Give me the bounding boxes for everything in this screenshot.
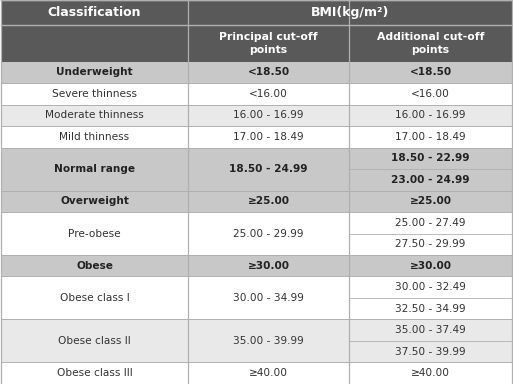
Bar — [349, 190, 511, 212]
Text: Pre-obese: Pre-obese — [68, 228, 121, 238]
Bar — [349, 104, 511, 126]
Text: Obese: Obese — [76, 261, 113, 271]
Text: Normal range: Normal range — [54, 164, 135, 174]
Text: Principal cut-off
points: Principal cut-off points — [219, 32, 318, 55]
Text: <18.50: <18.50 — [409, 67, 451, 77]
Bar — [188, 255, 349, 276]
Bar — [188, 212, 349, 255]
Bar — [2, 276, 188, 319]
Bar — [349, 61, 511, 83]
Text: 17.00 - 18.49: 17.00 - 18.49 — [395, 132, 466, 142]
Bar — [348, 0, 350, 25]
Bar — [349, 212, 511, 233]
Bar — [2, 190, 188, 212]
Bar — [349, 298, 511, 319]
Bar — [349, 147, 511, 169]
Text: Moderate thinness: Moderate thinness — [45, 110, 144, 120]
Bar — [2, 83, 188, 104]
Bar — [349, 319, 511, 341]
Text: 30.00 - 32.49: 30.00 - 32.49 — [395, 282, 466, 292]
Text: 30.00 - 34.99: 30.00 - 34.99 — [233, 293, 304, 303]
Text: Obese class III: Obese class III — [56, 368, 132, 378]
Text: 18.50 - 24.99: 18.50 - 24.99 — [229, 164, 308, 174]
Bar — [2, 0, 188, 25]
Text: ≥30.00: ≥30.00 — [247, 261, 289, 271]
Bar — [349, 25, 511, 61]
Bar — [187, 0, 189, 25]
Bar — [188, 83, 349, 104]
Bar — [349, 255, 511, 276]
Text: 23.00 - 24.99: 23.00 - 24.99 — [391, 175, 470, 185]
Text: Underweight: Underweight — [56, 67, 133, 77]
Bar — [188, 25, 349, 61]
Bar — [2, 25, 188, 61]
Text: 25.00 - 27.49: 25.00 - 27.49 — [395, 218, 466, 228]
Bar — [188, 276, 349, 319]
Bar — [2, 126, 188, 147]
Text: ≥25.00: ≥25.00 — [247, 196, 289, 206]
Text: Mild thinness: Mild thinness — [60, 132, 130, 142]
Bar — [188, 0, 511, 25]
Text: Obese class I: Obese class I — [60, 293, 129, 303]
Bar — [188, 126, 349, 147]
Bar — [349, 83, 511, 104]
Bar — [188, 104, 349, 126]
Bar — [349, 362, 511, 384]
Bar — [349, 169, 511, 190]
Text: 25.00 - 29.99: 25.00 - 29.99 — [233, 228, 304, 238]
Text: 16.00 - 16.99: 16.00 - 16.99 — [233, 110, 304, 120]
Text: ≥30.00: ≥30.00 — [409, 261, 451, 271]
Text: 32.50 - 34.99: 32.50 - 34.99 — [395, 304, 466, 314]
Bar — [2, 319, 188, 362]
Bar — [188, 190, 349, 212]
Bar — [188, 61, 349, 83]
Bar — [2, 104, 188, 126]
Text: Additional cut-off
points: Additional cut-off points — [377, 32, 484, 55]
Text: Obese class II: Obese class II — [58, 336, 131, 346]
Text: 16.00 - 16.99: 16.00 - 16.99 — [395, 110, 466, 120]
Text: <16.00: <16.00 — [249, 89, 288, 99]
Bar — [188, 362, 349, 384]
Bar — [349, 276, 511, 298]
Text: ≥25.00: ≥25.00 — [409, 196, 451, 206]
Text: 37.50 - 39.99: 37.50 - 39.99 — [395, 347, 466, 357]
Bar — [2, 255, 188, 276]
Text: 18.50 - 22.99: 18.50 - 22.99 — [391, 153, 470, 163]
Text: <16.00: <16.00 — [411, 89, 450, 99]
Text: Classification: Classification — [48, 6, 141, 19]
Bar — [2, 362, 188, 384]
Text: BMI(kg/m²): BMI(kg/m²) — [310, 6, 389, 19]
Bar — [349, 126, 511, 147]
Text: Severe thinness: Severe thinness — [52, 89, 137, 99]
Bar — [188, 319, 349, 362]
Text: Overweight: Overweight — [60, 196, 129, 206]
Bar — [349, 233, 511, 255]
Bar — [2, 147, 188, 190]
Text: ≥40.00: ≥40.00 — [249, 368, 288, 378]
Text: 17.00 - 18.49: 17.00 - 18.49 — [233, 132, 304, 142]
Bar — [2, 212, 188, 255]
Text: <18.50: <18.50 — [247, 67, 289, 77]
Text: ≥40.00: ≥40.00 — [411, 368, 450, 378]
Bar — [349, 341, 511, 362]
Bar — [188, 147, 349, 190]
Text: 35.00 - 37.49: 35.00 - 37.49 — [395, 325, 466, 335]
Text: 27.50 - 29.99: 27.50 - 29.99 — [396, 239, 466, 249]
Bar — [2, 61, 188, 83]
Text: 35.00 - 39.99: 35.00 - 39.99 — [233, 336, 304, 346]
